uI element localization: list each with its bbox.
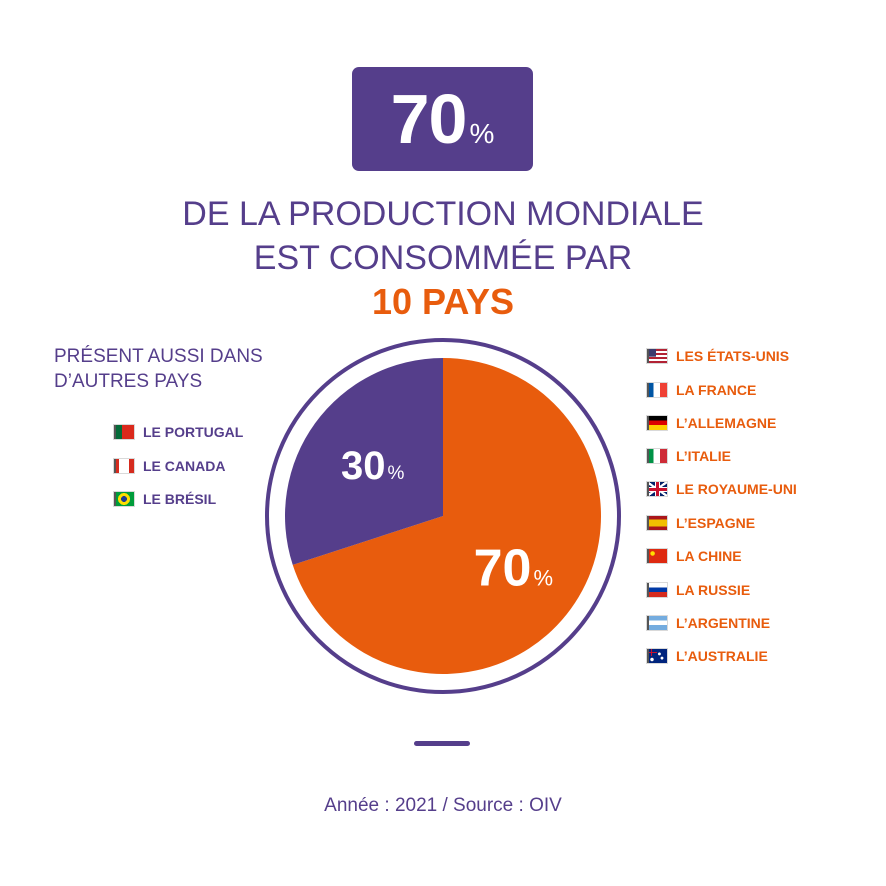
- china-flag-icon: [647, 549, 667, 563]
- section-divider: [414, 741, 470, 746]
- other-countries-title: PRÉSENT AUSSI DANS D’AUTRES PAYS: [54, 344, 263, 394]
- argentina-flag-icon: [647, 616, 667, 630]
- country-label: L’ARGENTINE: [676, 615, 771, 631]
- country-label: LES ÉTATS-UNIS: [676, 348, 790, 364]
- top-country-germany: L’ALLEMAGNE: [647, 415, 776, 431]
- pie-slice-70: [292, 358, 601, 674]
- france-flag-icon: [647, 383, 667, 397]
- headline-line-2: EST CONSOMMÉE PAR: [253, 239, 633, 277]
- top-country-russia: LA RUSSIE: [647, 582, 750, 598]
- pie-outer-ring: [265, 338, 621, 694]
- top-country-china: LA CHINE: [647, 548, 742, 564]
- portugal-flag-icon: [114, 425, 134, 439]
- brazil-flag-icon: [114, 492, 134, 506]
- spain-flag-icon: [647, 516, 667, 530]
- country-label: L’ITALIE: [676, 448, 731, 464]
- headline-percentage-badge: 70 %: [352, 67, 533, 171]
- top-country-argentina: L’ARGENTINE: [647, 615, 770, 631]
- country-label: LE PORTUGAL: [143, 424, 244, 440]
- country-label: LA FRANCE: [676, 382, 757, 398]
- other-country-brazil: LE BRÉSIL: [114, 491, 216, 507]
- badge-value: 70: [390, 80, 468, 158]
- uk-flag-icon: [647, 482, 667, 496]
- badge-unit: %: [469, 118, 495, 149]
- country-label: L’ESPAGNE: [676, 515, 756, 531]
- consumption-pie-chart: 70% 30%: [265, 338, 621, 694]
- australia-flag-icon: [647, 649, 667, 663]
- other-country-canada: LE CANADA: [114, 458, 225, 474]
- pie-slice-label-70: 70%: [474, 539, 553, 597]
- russia-flag-icon: [647, 583, 667, 597]
- canada-flag-icon: [114, 459, 134, 473]
- germany-flag-icon: [647, 416, 667, 430]
- other-country-portugal: LE PORTUGAL: [114, 424, 243, 440]
- country-label: LE BRÉSIL: [143, 491, 217, 507]
- top-country-france: LA FRANCE: [647, 382, 756, 398]
- pie-slice-label-30: 30%: [341, 444, 405, 488]
- headline-line-1: DE LA PRODUCTION MONDIALE: [182, 195, 704, 233]
- top-country-uk: LE ROYAUME-UNI: [647, 481, 797, 497]
- headline-countries-count: 10 PAYS: [371, 281, 515, 322]
- pie-slice-30: [285, 358, 443, 565]
- top-country-australia: L’AUSTRALIE: [647, 648, 768, 664]
- country-label: LE CANADA: [143, 458, 226, 474]
- top-country-spain: L’ESPAGNE: [647, 515, 755, 531]
- source-note: Année : 2021 / Source : OIV: [324, 795, 562, 816]
- other-countries-title-line-1: PRÉSENT AUSSI DANS: [54, 346, 263, 367]
- other-countries-title-line-2: D’AUTRES PAYS: [54, 371, 203, 392]
- usa-flag-icon: [647, 349, 667, 363]
- country-label: L’ALLEMAGNE: [676, 415, 777, 431]
- top-country-italy: L’ITALIE: [647, 448, 731, 464]
- country-label: L’AUSTRALIE: [676, 648, 768, 664]
- country-label: LE ROYAUME-UNI: [676, 481, 797, 497]
- country-label: LA RUSSIE: [676, 582, 751, 598]
- country-label: LA CHINE: [676, 548, 742, 564]
- top-country-usa: LES ÉTATS-UNIS: [647, 348, 789, 364]
- italy-flag-icon: [647, 449, 667, 463]
